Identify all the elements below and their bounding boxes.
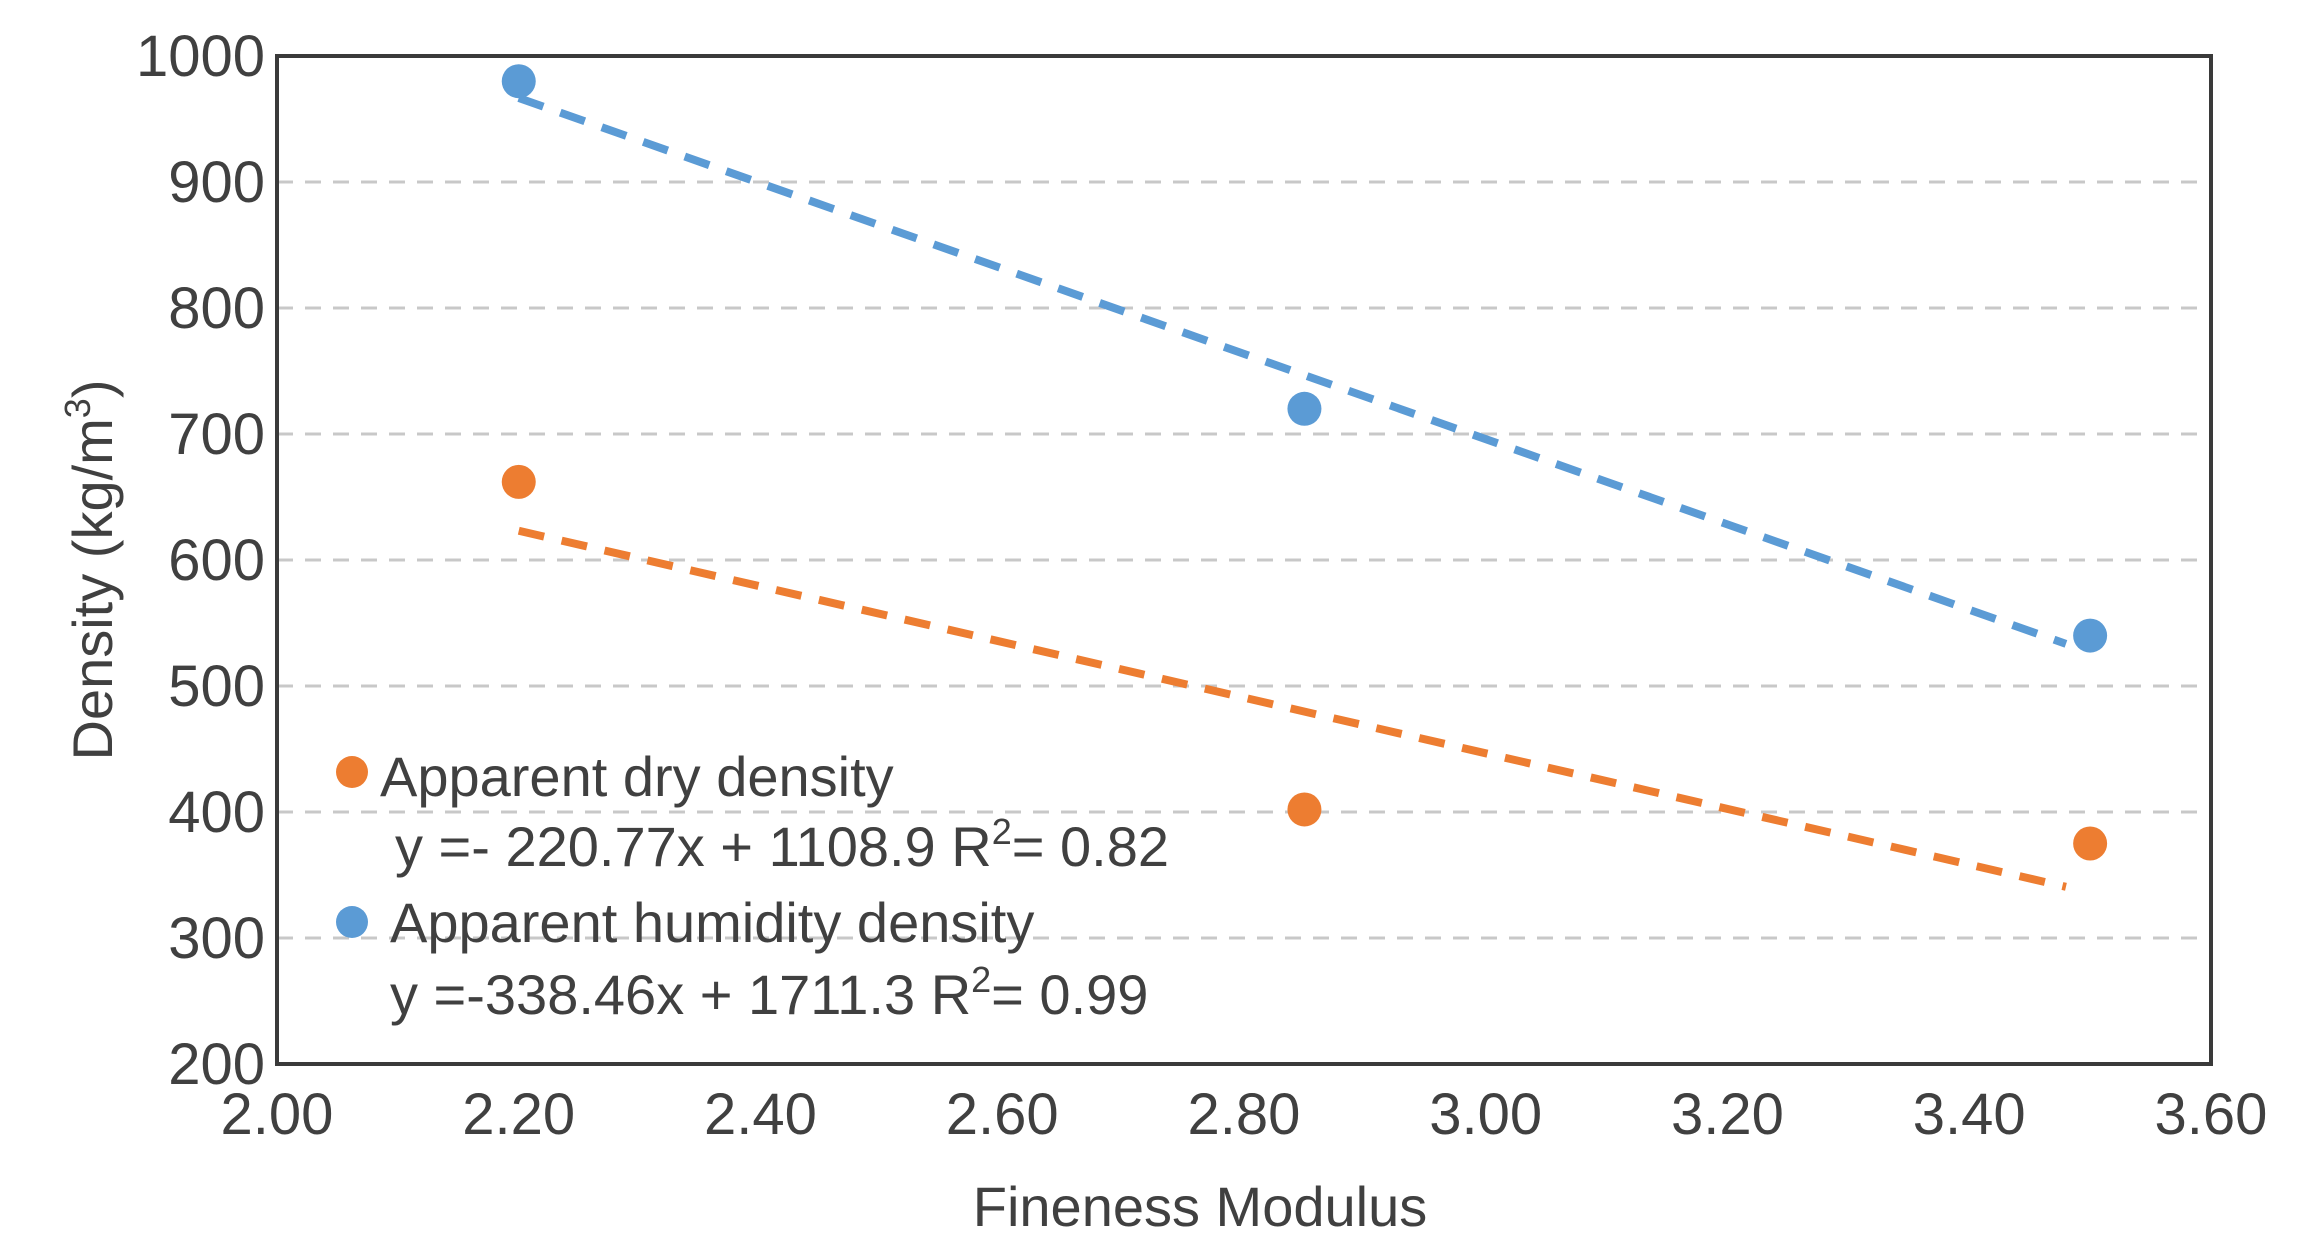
legend-label-dry: Apparent dry density	[380, 745, 894, 808]
data-points	[501, 64, 2108, 861]
x-tick-label: 3.60	[2155, 1082, 2268, 1147]
equation-dry-sup: 2	[992, 811, 1012, 852]
trendline-humidity	[517, 94, 2068, 648]
equation-dry-r2: = 0.82	[1012, 815, 1169, 878]
plot-frame	[275, 54, 2213, 1066]
y-axis-title-close: )	[61, 380, 124, 399]
legend-marker-dry	[336, 756, 368, 788]
legend-label-humidity: Apparent humidity density	[390, 891, 1034, 954]
trendlines	[517, 94, 2068, 891]
y-tick-label: 600	[168, 528, 265, 593]
x-tick-labels: 2.00 2.20 2.40 2.60 2.80 3.00 3.20 3.40 3.60	[221, 1082, 2268, 1147]
x-tick-label: 2.20	[462, 1082, 575, 1147]
data-point-dry	[2073, 826, 2108, 861]
data-point-humidity	[2073, 618, 2108, 653]
y-axis-title-sup: 3	[57, 398, 98, 418]
y-tick-labels: 200 300 400 500 600 700 800 900 1000	[136, 24, 265, 1097]
y-tick-label: 1000	[136, 24, 265, 89]
x-tick-label: 2.40	[704, 1082, 817, 1147]
x-tick-label: 2.80	[1188, 1082, 1301, 1147]
y-axis-title: Density (kg/m3)	[57, 380, 124, 761]
y-tick-label: 500	[168, 654, 265, 719]
data-point-humidity	[1287, 391, 1322, 426]
x-tick-label: 3.20	[1671, 1082, 1784, 1147]
y-tick-label: 900	[168, 150, 265, 215]
x-axis-title: Fineness Modulus	[973, 1175, 1427, 1238]
y-tick-label: 300	[168, 906, 265, 971]
x-tick-label: 2.60	[946, 1082, 1059, 1147]
y-tick-label: 800	[168, 276, 265, 341]
legend-marker-humidity	[336, 906, 368, 938]
y-tick-label: 700	[168, 402, 265, 467]
data-point-dry	[1287, 792, 1322, 827]
equation-humidity-sup: 2	[971, 959, 991, 1000]
legend: Apparent dry density y =- 220.77x + 1108…	[336, 745, 1169, 1026]
equation-dry-text: y =- 220.77x + 1108.9 R	[395, 815, 992, 878]
legend-equation-dry: y =- 220.77x + 1108.9 R2= 0.82	[395, 811, 1169, 878]
data-point-humidity	[501, 64, 536, 99]
trendline-dry	[517, 526, 2067, 891]
y-axis-title-main: Density (kg/m	[61, 418, 124, 760]
x-tick-label: 3.00	[1429, 1082, 1542, 1147]
grid-lines	[277, 180, 2211, 940]
y-tick-label: 200	[168, 1032, 265, 1097]
x-tick-label: 3.40	[1913, 1082, 2026, 1147]
equation-humidity-r2: = 0.99	[991, 963, 1148, 1026]
data-point-dry	[501, 464, 536, 499]
legend-equation-humidity: y =-338.46x + 1711.3 R2= 0.99	[390, 959, 1148, 1026]
y-tick-label: 400	[168, 780, 265, 845]
equation-humidity-text: y =-338.46x + 1711.3 R	[390, 963, 971, 1026]
x-tick-label: 2.00	[221, 1082, 334, 1147]
